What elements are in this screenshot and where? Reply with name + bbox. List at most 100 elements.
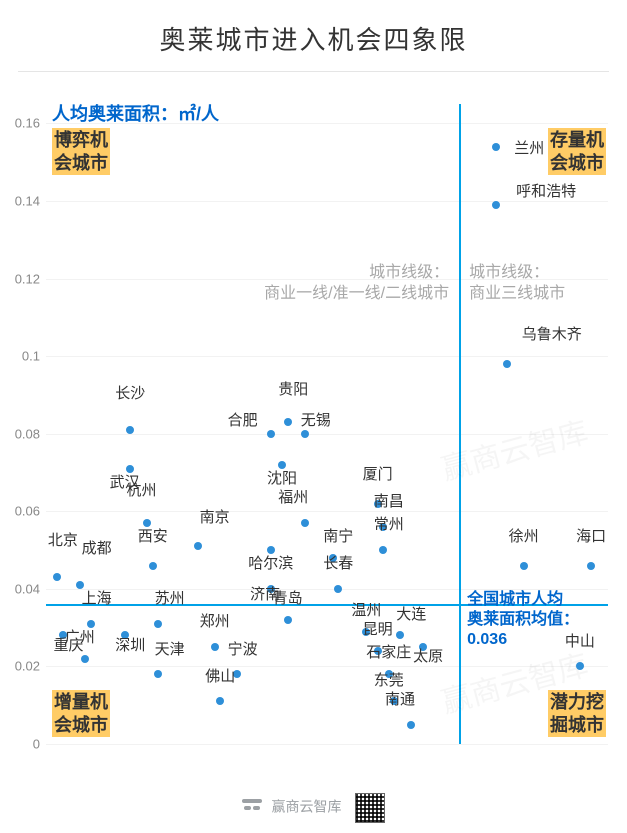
city-label: 杭州 (127, 478, 157, 499)
city-point (407, 721, 415, 729)
city-label: 太原 (413, 645, 443, 666)
city-point (379, 546, 387, 554)
city-point (284, 616, 292, 624)
y-gridline (46, 356, 608, 357)
city-point (87, 620, 95, 628)
city-point (576, 662, 584, 670)
city-point (374, 500, 382, 508)
city-label: 长春 (323, 552, 353, 573)
city-label: 乌鲁木齐 (522, 323, 582, 344)
y-gridline (46, 201, 608, 202)
y-tick-label: 0.04 (0, 581, 40, 596)
y-tick-label: 0.02 (0, 659, 40, 674)
quadrant-vline (459, 104, 461, 744)
divider (18, 71, 609, 72)
city-label: 南京 (200, 505, 230, 526)
city-point (419, 643, 427, 651)
city-point (301, 519, 309, 527)
y-tick-label: 0.12 (0, 271, 40, 286)
city-label: 郑州 (200, 610, 230, 631)
y-gridline (46, 511, 608, 512)
quadrant-tag-top_left: 博弈机 会城市 (52, 128, 110, 175)
annotation-left-tier: 城市线级： 商业一线/准一线/二线城市 (264, 263, 449, 305)
city-point (385, 670, 393, 678)
city-label: 宁波 (228, 637, 258, 658)
qr-code-icon (355, 793, 385, 823)
city-point (267, 585, 275, 593)
city-label: 贵阳 (278, 377, 308, 398)
city-point (53, 573, 61, 581)
city-label: 成都 (82, 536, 112, 557)
y-tick-label: 0 (0, 737, 40, 752)
city-point (154, 620, 162, 628)
city-label: 重庆 (53, 634, 83, 655)
city-label: 哈尔滨 (248, 552, 293, 573)
city-label: 北京 (48, 529, 78, 550)
brand-icon (242, 799, 262, 818)
y-axis-title: 人均奥莱面积：㎡/人 (52, 100, 219, 126)
city-point (390, 697, 398, 705)
city-point (379, 523, 387, 531)
city-point (216, 697, 224, 705)
y-gridline (46, 666, 608, 667)
city-label: 济南 (250, 583, 280, 604)
city-point (284, 418, 292, 426)
city-label: 呼和浩特 (516, 180, 576, 201)
city-point (121, 631, 129, 639)
y-tick-label: 0.06 (0, 504, 40, 519)
city-label: 徐州 (509, 525, 539, 546)
city-label: 兰州 (514, 137, 544, 158)
city-point (334, 585, 342, 593)
city-point (211, 643, 219, 651)
city-label: 温州 (351, 599, 381, 620)
city-point (267, 546, 275, 554)
city-label: 沈阳 (267, 467, 297, 488)
city-label: 无锡 (301, 408, 331, 429)
city-label: 武汉 (110, 471, 140, 492)
footer-brand: 赢商云智库 (272, 799, 342, 815)
city-point (81, 655, 89, 663)
city-label: 海口 (576, 525, 606, 546)
annotation-right-tier: 城市线级： 商业三线城市 (469, 263, 565, 305)
city-point (233, 670, 241, 678)
city-point (59, 631, 67, 639)
city-point (76, 581, 84, 589)
city-point (329, 554, 337, 562)
city-point (492, 143, 500, 151)
city-point (278, 461, 286, 469)
city-point (587, 562, 595, 570)
y-tick-label: 0.08 (0, 426, 40, 441)
city-point (267, 430, 275, 438)
city-point (492, 201, 500, 209)
city-point (143, 519, 151, 527)
city-point (126, 426, 134, 434)
city-label: 天津 (155, 637, 185, 658)
city-label: 深圳 (115, 634, 145, 655)
quadrant-tag-bottom_left: 增量机 会城市 (52, 690, 110, 737)
quadrant-tag-top_right: 存量机 会城市 (548, 128, 606, 175)
city-point (194, 542, 202, 550)
city-label: 西安 (138, 525, 168, 546)
city-label: 厦门 (363, 463, 393, 484)
title-wrap: 奥莱城市进入机会四象限 (0, 0, 627, 71)
city-label: 合肥 (228, 408, 258, 429)
city-point (503, 360, 511, 368)
city-label: 福州 (278, 486, 308, 507)
y-tick-label: 0.16 (0, 116, 40, 131)
page-title: 奥莱城市进入机会四象限 (0, 20, 627, 57)
city-point (154, 670, 162, 678)
chart-area: 00.020.040.060.080.10.120.140.16人均奥莱面积：㎡… (0, 78, 627, 768)
city-point (374, 647, 382, 655)
quadrant-tag-bottom_right: 潜力挖 掘城市 (548, 690, 606, 737)
scatter-plot: 00.020.040.060.080.10.120.140.16人均奥莱面积：㎡… (46, 104, 608, 744)
y-gridline (46, 744, 608, 745)
y-tick-label: 0.1 (0, 349, 40, 364)
city-point (396, 631, 404, 639)
city-label: 常州 (374, 513, 404, 534)
city-label: 南通 (385, 688, 415, 709)
city-label: 南宁 (323, 525, 353, 546)
city-point (149, 562, 157, 570)
city-label: 广州 (65, 626, 95, 647)
city-point (520, 562, 528, 570)
city-label: 长沙 (115, 381, 145, 402)
